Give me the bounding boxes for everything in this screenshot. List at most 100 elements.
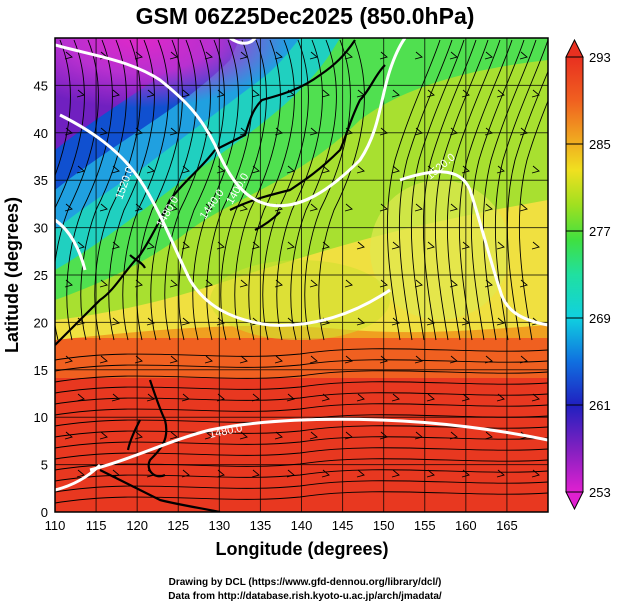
streamline (414, 127, 423, 136)
streamline (391, 317, 400, 326)
y-tick-label: 0 (41, 505, 48, 520)
streamline (484, 127, 493, 136)
streamline (94, 39, 141, 341)
streamline (321, 241, 330, 250)
streamline (134, 355, 143, 364)
streamline (426, 241, 435, 250)
streamline (80, 39, 127, 341)
streamline (146, 89, 155, 98)
streamline (216, 165, 225, 174)
streamline (76, 241, 85, 250)
streamline (344, 431, 353, 440)
streamline (111, 241, 120, 250)
streamline (356, 165, 365, 174)
streamline (181, 393, 190, 402)
streamline (55, 403, 548, 416)
streamline (449, 203, 458, 212)
streamline (386, 39, 441, 341)
streamline (461, 393, 470, 402)
streamline (531, 165, 540, 174)
streamline (426, 89, 435, 98)
streamline (461, 469, 470, 478)
streamline (55, 447, 548, 460)
streamline (239, 431, 248, 440)
streamline (309, 279, 318, 288)
streamline (55, 491, 548, 504)
streamline (99, 355, 108, 364)
streamline (204, 51, 213, 60)
colorbar-tick-label: 269 (589, 311, 611, 326)
streamline (414, 279, 423, 288)
streamline (55, 39, 71, 177)
x-tick-label: 165 (496, 518, 518, 533)
streamline (531, 393, 540, 402)
streamline (206, 39, 253, 341)
streamline (99, 279, 108, 288)
streamline (496, 317, 505, 326)
x-tick-label: 130 (208, 518, 230, 533)
streamline (391, 165, 400, 174)
streamline (344, 203, 353, 212)
streamline (274, 355, 283, 364)
streamline (64, 431, 73, 440)
streamline (136, 39, 183, 341)
streamline (274, 431, 283, 440)
streamline (134, 127, 143, 136)
streamline (251, 393, 260, 402)
streamline (66, 39, 113, 341)
streamline (169, 127, 178, 136)
streamline (286, 393, 295, 402)
streamline (181, 165, 190, 174)
streamline (496, 241, 505, 250)
streamline (251, 241, 260, 250)
streamline (414, 355, 423, 364)
streamline (64, 51, 73, 60)
streamline (379, 431, 388, 440)
colorbar-tick-label: 277 (589, 224, 611, 239)
streamline (398, 39, 453, 341)
streamline (164, 39, 211, 341)
streamline (531, 469, 540, 478)
streamline (76, 89, 85, 98)
streamline (146, 393, 155, 402)
streamline (484, 431, 493, 440)
colorbar-ramp (565, 56, 584, 493)
streamline (458, 39, 513, 341)
colorbar-tick-label: 293 (589, 50, 611, 65)
streamline (55, 359, 548, 372)
streamline (251, 469, 260, 478)
x-tick-label: 145 (332, 518, 354, 533)
streamline (496, 165, 505, 174)
streamline (344, 279, 353, 288)
streamline (216, 317, 225, 326)
streamline (519, 203, 528, 212)
x-tick-label: 140 (291, 518, 313, 533)
streamline (64, 279, 73, 288)
streamline (449, 127, 458, 136)
streamline (64, 203, 73, 212)
y-tick-label: 10 (34, 410, 48, 425)
streamline (484, 279, 493, 288)
streamline (321, 469, 330, 478)
x-tick-label: 110 (45, 518, 66, 533)
streamline (414, 51, 423, 60)
x-tick-label: 150 (373, 518, 395, 533)
streamline (134, 203, 143, 212)
x-tick-label: 135 (250, 518, 272, 533)
streamline (239, 51, 248, 60)
streamline (519, 51, 528, 60)
streamline (461, 317, 470, 326)
streamline (204, 279, 213, 288)
streamline (426, 469, 435, 478)
streamline (181, 89, 190, 98)
streamline (64, 355, 73, 364)
streamline (178, 39, 225, 341)
streamline (181, 317, 190, 326)
x-tick-label: 120 (126, 518, 148, 533)
streamline (146, 317, 155, 326)
streamline (391, 469, 400, 478)
streamline (356, 317, 365, 326)
streamline (76, 165, 85, 174)
streamline (169, 355, 178, 364)
